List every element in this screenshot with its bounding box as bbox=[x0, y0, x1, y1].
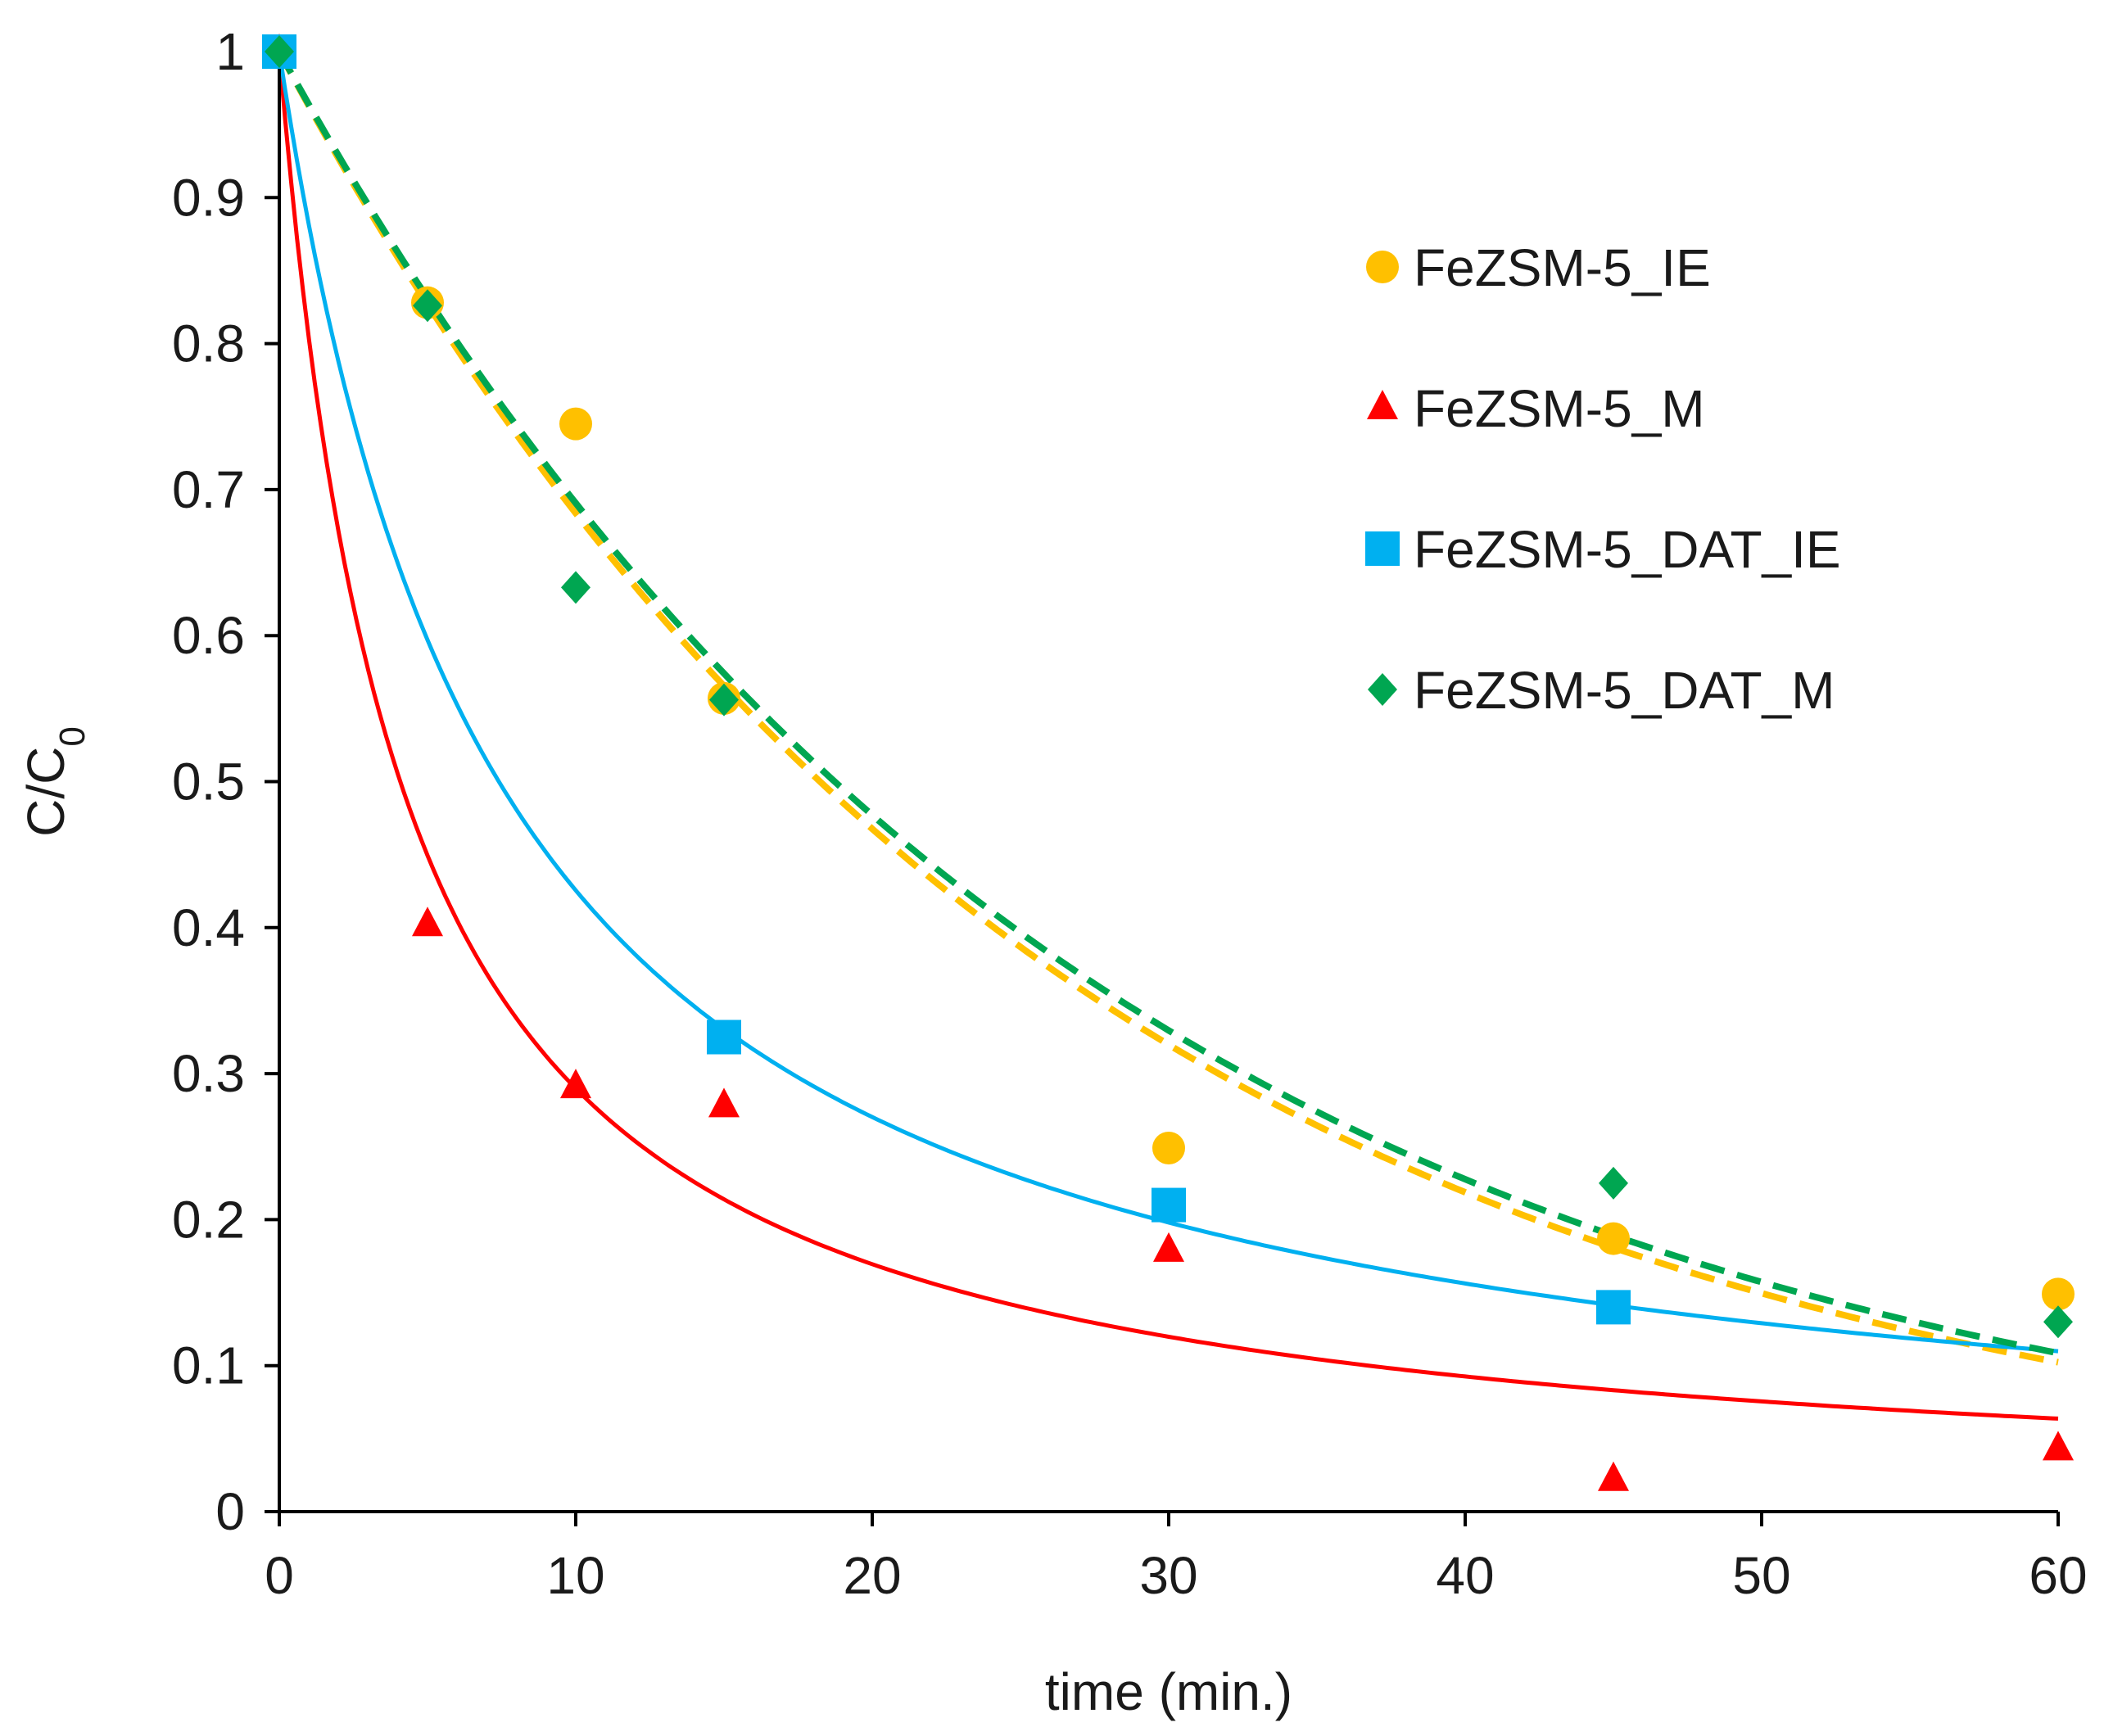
y-tick-label: 1 bbox=[215, 22, 245, 81]
x-tick-label: 40 bbox=[1436, 1546, 1494, 1605]
fit-curve-fezsm-5-dat-ie bbox=[277, 51, 2059, 1354]
x-tick-label: 20 bbox=[843, 1546, 901, 1605]
y-tick-label: 0 bbox=[215, 1482, 245, 1541]
ticks: 00.10.20.30.40.50.60.70.80.910 10 20 30 40 50… bbox=[172, 22, 2088, 1605]
y-tick-label: 0.1 bbox=[172, 1336, 245, 1395]
legend-item: FeZSM-5_DAT_IE bbox=[1365, 520, 1841, 579]
legend-marker bbox=[1365, 531, 1400, 566]
data-point bbox=[1599, 1166, 1628, 1200]
y-tick-label: 0.2 bbox=[172, 1190, 245, 1249]
x-tick-label: 30 bbox=[1139, 1546, 1197, 1605]
data-point bbox=[561, 571, 590, 604]
series-fezsm-5-dat-m bbox=[265, 35, 2073, 1339]
legend-label: FeZSM-5_DAT_M bbox=[1414, 661, 1835, 720]
data-point bbox=[2043, 1431, 2074, 1461]
data-point bbox=[559, 407, 592, 441]
legend-marker bbox=[1368, 673, 1397, 706]
legend: FeZSM-5_IE FeZSM-5_M FeZSM-5_DAT_IE FeZSM-5… bbox=[1365, 238, 1841, 720]
data-point bbox=[708, 1087, 740, 1118]
data-point bbox=[1596, 1290, 1631, 1325]
x-axis-title: time (min.) bbox=[1045, 1662, 1292, 1721]
data-markers bbox=[262, 34, 2075, 1491]
legend-marker bbox=[1367, 390, 1398, 419]
y-tick-label: 0.3 bbox=[172, 1044, 245, 1103]
y-axis-title-main: C/C bbox=[16, 747, 75, 837]
fit-curve-fezsm-5-ie bbox=[276, 50, 2059, 1366]
y-tick-label: 0.4 bbox=[172, 898, 245, 957]
y-axis-title: C/C0 bbox=[16, 726, 93, 837]
data-point bbox=[1598, 1461, 1629, 1491]
svg-text:C/C0: C/C0 bbox=[16, 726, 93, 837]
x-tick-label: 0 bbox=[265, 1546, 294, 1605]
data-point bbox=[2042, 1277, 2075, 1311]
legend-label: FeZSM-5_DAT_IE bbox=[1414, 520, 1841, 579]
y-axis-title-subscript: 0 bbox=[52, 726, 93, 746]
data-point bbox=[1153, 1232, 1184, 1262]
data-point bbox=[412, 906, 443, 937]
y-tick-label: 0.6 bbox=[172, 606, 245, 665]
x-tick-label: 50 bbox=[1732, 1546, 1790, 1605]
data-point bbox=[709, 683, 739, 717]
data-point bbox=[265, 35, 294, 68]
y-tick-label: 0.7 bbox=[172, 460, 245, 519]
data-point bbox=[1152, 1132, 1185, 1165]
fit-curve-fezsm-5-dat-m bbox=[276, 50, 2059, 1357]
data-point bbox=[1152, 1187, 1186, 1223]
x-tick-label: 10 bbox=[546, 1546, 604, 1605]
legend-item: FeZSM-5_DAT_M bbox=[1368, 661, 1835, 720]
legend-marker bbox=[1366, 251, 1399, 283]
data-point bbox=[560, 1069, 591, 1099]
y-tick-label: 0.8 bbox=[172, 314, 245, 373]
legend-item: FeZSM-5_M bbox=[1367, 379, 1705, 438]
data-point bbox=[413, 289, 442, 323]
legend-label: FeZSM-5_M bbox=[1414, 379, 1705, 438]
x-tick-label: 60 bbox=[2029, 1546, 2087, 1605]
legend-item: FeZSM-5_IE bbox=[1366, 238, 1711, 297]
legend-label: FeZSM-5_IE bbox=[1414, 238, 1711, 297]
y-tick-label: 0.9 bbox=[172, 168, 245, 227]
data-point bbox=[707, 1019, 741, 1055]
data-point bbox=[2043, 1305, 2073, 1339]
data-point bbox=[1597, 1222, 1630, 1255]
y-tick-label: 0.5 bbox=[172, 753, 245, 811]
